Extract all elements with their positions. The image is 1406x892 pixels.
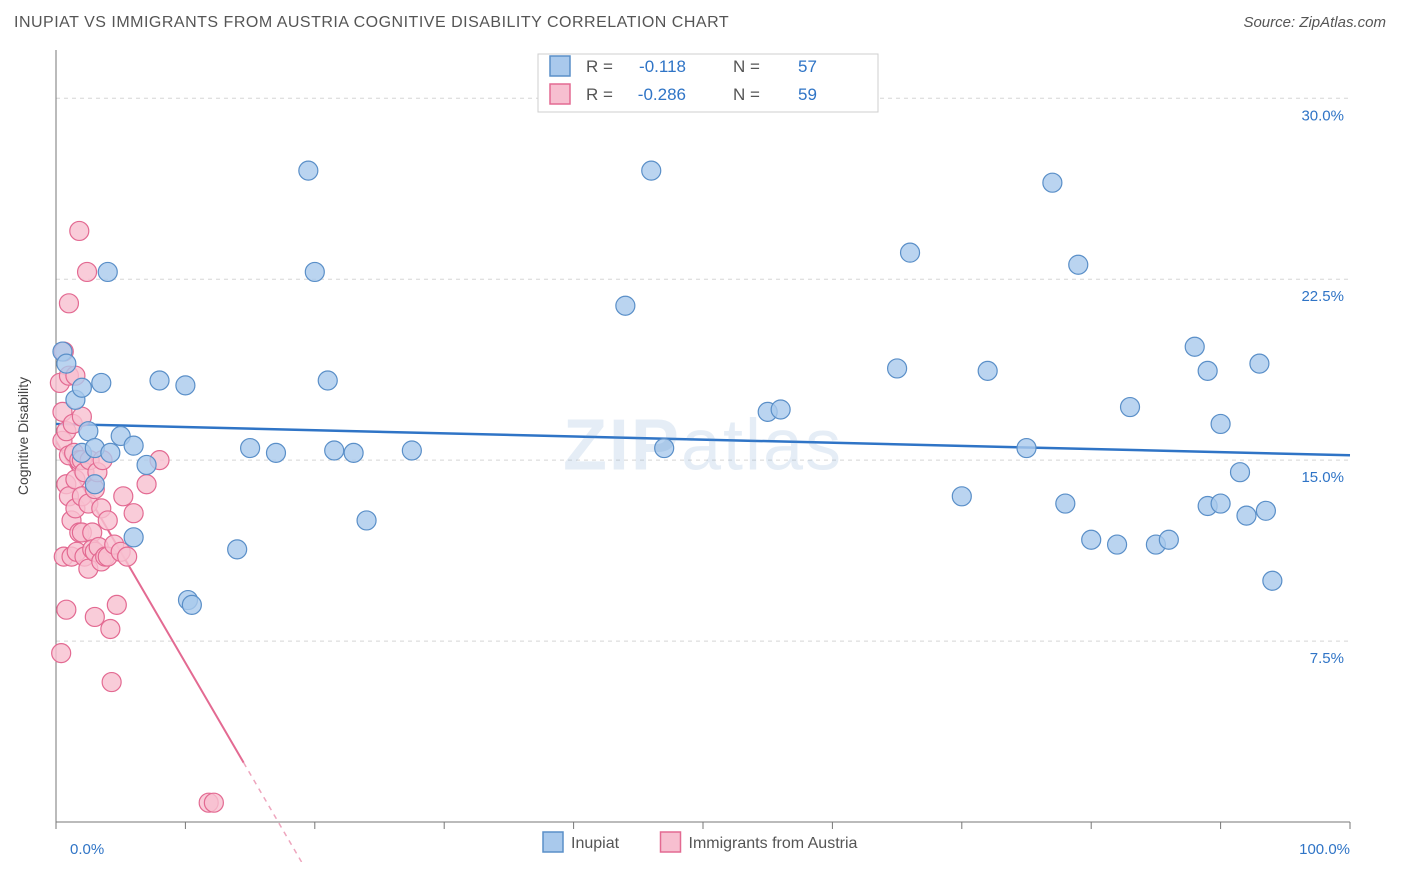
svg-text:-0.118: -0.118: [639, 57, 686, 76]
chart-header: INUPIAT VS IMMIGRANTS FROM AUSTRIA COGNI…: [10, 10, 1396, 42]
svg-text:Cognitive Disability: Cognitive Disability: [15, 377, 31, 495]
svg-text:15.0%: 15.0%: [1301, 469, 1344, 486]
svg-text:100.0%: 100.0%: [1299, 841, 1350, 858]
svg-text:Inupiat: Inupiat: [571, 835, 620, 852]
svg-text:R =: R =: [586, 85, 613, 104]
svg-text:Immigrants from Austria: Immigrants from Austria: [689, 835, 858, 852]
svg-text:0.0%: 0.0%: [70, 841, 104, 858]
svg-text:7.5%: 7.5%: [1310, 650, 1344, 667]
svg-text:57: 57: [798, 57, 817, 76]
chart-source: Source: ZipAtlas.com: [1243, 14, 1396, 31]
svg-text:-0.286: -0.286: [638, 85, 686, 104]
svg-text:59: 59: [798, 85, 817, 104]
chart-container: INUPIAT VS IMMIGRANTS FROM AUSTRIA COGNI…: [10, 10, 1396, 862]
svg-text:R =: R =: [586, 57, 613, 76]
svg-text:30.0%: 30.0%: [1301, 107, 1344, 124]
svg-text:N =: N =: [733, 85, 760, 104]
chart-title: INUPIAT VS IMMIGRANTS FROM AUSTRIA COGNI…: [14, 14, 729, 32]
chart-area: 7.5% 15.0% 22.5% 30.0% 0.0% 100.0% Cognitive D…: [10, 42, 1396, 862]
svg-text:22.5%: 22.5%: [1301, 288, 1344, 305]
scatter-chart-svg: 7.5% 15.0% 22.5% 30.0% 0.0% 100.0% Cognitive D…: [10, 42, 1396, 862]
svg-text:N =: N =: [733, 57, 760, 76]
